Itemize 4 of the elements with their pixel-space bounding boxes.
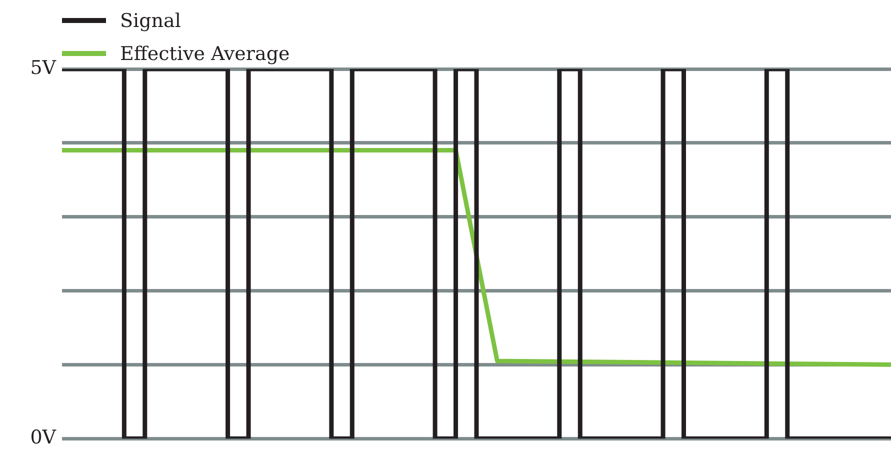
legend-label: Effective Average: [120, 42, 290, 64]
legend-label: Signal: [120, 10, 181, 32]
y-tick-label: 5V: [30, 56, 56, 79]
y-tick-label: 0V: [30, 426, 56, 449]
